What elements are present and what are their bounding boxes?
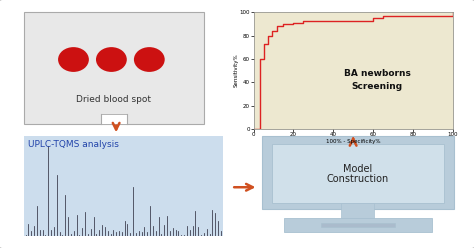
FancyBboxPatch shape: [272, 144, 444, 203]
Bar: [24, 12, 204, 124]
Bar: [100, 114, 127, 124]
Text: UPLC-TQMS analysis: UPLC-TQMS analysis: [27, 140, 118, 149]
Text: Screening: Screening: [351, 83, 402, 92]
Bar: [321, 223, 395, 227]
Text: Dried blood spot: Dried blood spot: [76, 95, 151, 104]
Text: BA newborns: BA newborns: [344, 68, 410, 78]
X-axis label: 100% - Specificity%: 100% - Specificity%: [326, 139, 380, 144]
Bar: [284, 218, 432, 232]
Ellipse shape: [58, 47, 89, 72]
Text: Model: Model: [343, 164, 373, 174]
Bar: [341, 203, 374, 221]
Y-axis label: Sensitivity%: Sensitivity%: [233, 54, 238, 88]
Ellipse shape: [96, 47, 127, 72]
Ellipse shape: [134, 47, 165, 72]
Text: Construction: Construction: [327, 174, 389, 184]
FancyBboxPatch shape: [262, 136, 454, 209]
